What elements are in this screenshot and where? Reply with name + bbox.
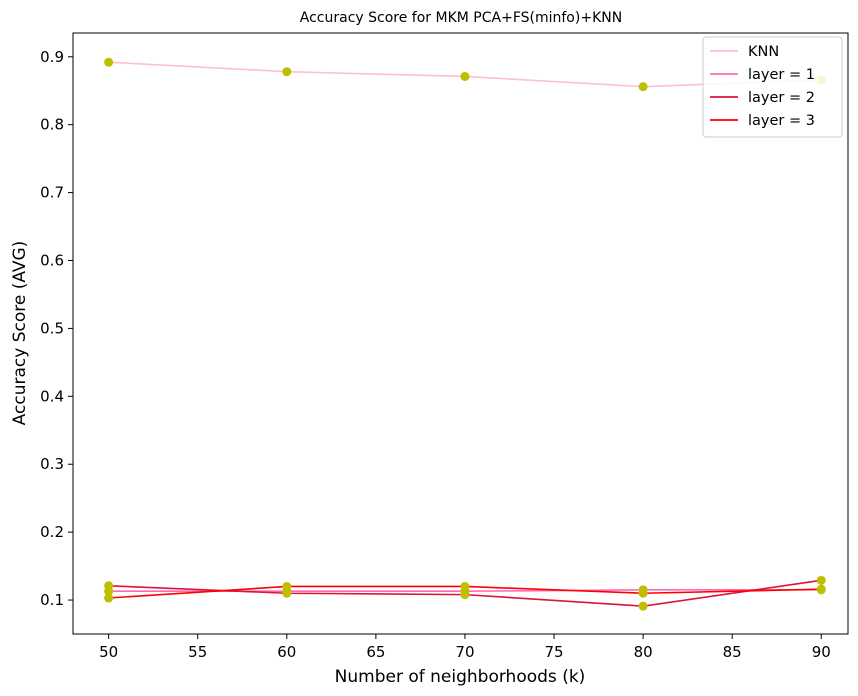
data-point (460, 581, 470, 591)
data-point (460, 71, 470, 81)
y-tick-label: 0.5 (40, 319, 64, 337)
legend: KNN layer = 1 layer = 2 layer = 3 (702, 36, 843, 138)
legend-label: KNN (748, 44, 779, 60)
x-tick-label: 50 (99, 643, 118, 661)
data-point (282, 588, 292, 598)
x-tick-label: 55 (188, 643, 207, 661)
x-axis-label: Number of neighborhoods (k) (335, 667, 586, 687)
data-point (816, 584, 826, 594)
data-point (638, 82, 648, 92)
data-point (638, 601, 648, 611)
data-point (282, 67, 292, 77)
legend-label: layer = 3 (748, 113, 815, 129)
y-tick-label: 0.4 (40, 387, 64, 405)
x-tick-label: 60 (277, 643, 296, 661)
plot-frame (72, 32, 849, 635)
y-tick-label: 0.8 (40, 116, 64, 134)
x-tick-label: 80 (634, 643, 653, 661)
y-tick-label: 0.1 (40, 591, 64, 609)
plot-markers (104, 57, 826, 611)
data-point (638, 588, 648, 598)
x-tick-label: 90 (812, 643, 831, 661)
x-tick-label: 85 (723, 643, 742, 661)
y-axis: 0.1 0.2 0.3 0.4 0.5 0.6 0.7 0.8 0.9 (40, 48, 73, 609)
legend-label: layer = 1 (748, 67, 815, 83)
data-point (104, 581, 114, 591)
x-tick-label: 70 (455, 643, 474, 661)
legend-label: layer = 2 (748, 90, 815, 106)
x-tick-label: 75 (544, 643, 563, 661)
plot-series (108, 61, 822, 607)
y-tick-label: 0.6 (40, 251, 64, 269)
data-point (104, 57, 114, 67)
y-axis-label: Accuracy Score (AVG) (10, 241, 30, 426)
data-point (104, 593, 114, 603)
x-axis: 50 55 60 65 70 75 80 85 90 (99, 634, 831, 661)
data-point (460, 590, 470, 600)
x-tick-label: 65 (366, 643, 385, 661)
legend-box (702, 36, 843, 138)
y-tick-label: 0.9 (40, 48, 64, 66)
data-point (816, 575, 826, 585)
data-point (282, 581, 292, 591)
y-tick-label: 0.3 (40, 455, 64, 473)
y-tick-label: 0.7 (40, 184, 64, 202)
y-tick-label: 0.2 (40, 523, 64, 541)
chart-title: Accuracy Score for MKM PCA+FS(minfo)+KNN (300, 10, 622, 26)
